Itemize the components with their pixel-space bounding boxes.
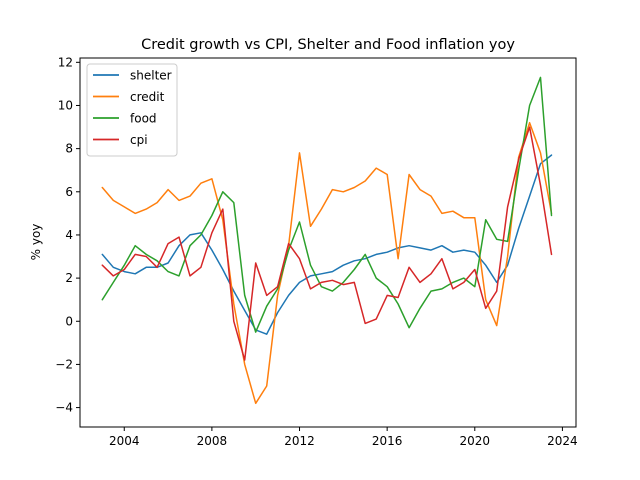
legend-label-shelter: shelter [130, 69, 172, 83]
y-tick-label: 8 [65, 142, 73, 156]
x-tick-label: 2024 [547, 434, 578, 448]
x-tick-label: 2008 [197, 434, 228, 448]
legend: shelter credit food cpi [86, 63, 178, 157]
x-axis: 2004 2008 2012 2016 2020 2024 [109, 427, 578, 448]
x-tick-label: 2004 [109, 434, 140, 448]
legend-label-cpi: cpi [130, 133, 148, 147]
y-axis: −4 −2 0 2 4 6 8 10 12 [55, 55, 80, 415]
y-tick-label: 6 [65, 185, 73, 199]
y-tick-label: 4 [65, 228, 73, 242]
legend-label-food: food [130, 112, 157, 126]
y-axis-label: % yoy [29, 224, 43, 261]
series-layer [101, 76, 553, 405]
plot-frame [79, 57, 577, 428]
series-line-cpi [101, 126, 553, 361]
x-tick-label: 2016 [372, 434, 403, 448]
y-tick-label: 2 [65, 271, 73, 285]
legend-box [86, 63, 178, 157]
series-line-shelter [101, 154, 553, 335]
y-tick-label: 10 [58, 98, 73, 112]
y-tick-label: 0 [65, 314, 73, 328]
y-tick-label: 12 [58, 55, 73, 69]
series-line-credit [101, 121, 553, 405]
x-tick-label: 2012 [284, 434, 315, 448]
y-tick-label: −4 [55, 401, 73, 415]
x-tick-label: 2020 [460, 434, 491, 448]
y-tick-label: −2 [55, 357, 73, 371]
legend-label-credit: credit [130, 90, 165, 104]
chart-title: Credit growth vs CPI, Shelter and Food i… [141, 37, 515, 53]
